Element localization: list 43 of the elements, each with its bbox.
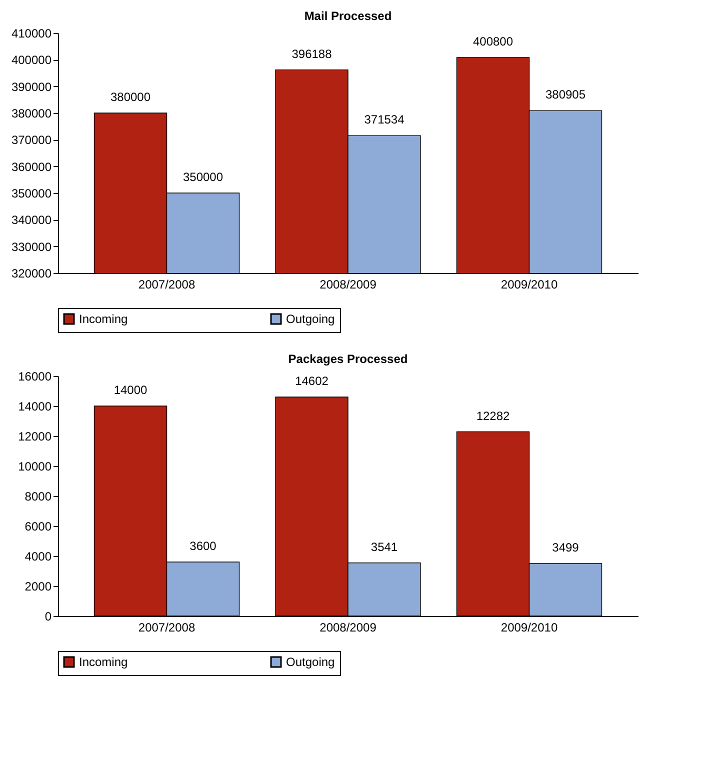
y-tick-label: 0	[44, 610, 52, 624]
data-label: 396188	[292, 46, 332, 61]
y-tick-label: 390000	[11, 80, 52, 94]
y-tick-label: 12000	[18, 430, 52, 444]
y-tick-label: 410000	[11, 26, 52, 40]
y-tick-label: 10000	[18, 460, 52, 474]
x-tick-label: 2008/2009	[320, 620, 377, 634]
y-tick-label: 4000	[24, 550, 52, 564]
y-tick-label: 2000	[24, 580, 52, 594]
x-tick-label: 2009/2010	[500, 620, 558, 634]
y-tick-label: 14000	[18, 400, 52, 414]
y-tick-label: 350000	[11, 186, 52, 200]
y-tick-label: 16000	[18, 370, 52, 384]
y-tick-label: 400000	[11, 53, 52, 68]
x-tick-label: 2007/2008	[138, 278, 196, 292]
x-tick-label: 2009/2010	[500, 278, 558, 292]
x-tick-label: 2008/2009	[320, 278, 377, 292]
data-label: 3499	[552, 540, 580, 555]
legend-label: Incoming	[79, 312, 128, 326]
y-tick-label: 360000	[11, 160, 52, 174]
y-tick-label: 370000	[11, 133, 52, 148]
data-label: 12282	[476, 408, 510, 423]
data-label: 371534	[364, 112, 405, 127]
data-label: 3541	[370, 540, 398, 554]
data-label: 400800	[472, 34, 514, 49]
data-label: 14000	[114, 383, 148, 397]
y-tick-label: 380000	[11, 106, 52, 120]
data-label: 14602	[295, 374, 329, 388]
chart-title: Mail Processed	[304, 9, 392, 23]
legend-label: Outgoing	[286, 312, 335, 326]
y-tick-label: 340000	[11, 213, 52, 228]
chart-title: Packages Processed	[288, 352, 408, 366]
y-tick-label: 6000	[24, 520, 52, 534]
legend-label: Outgoing	[286, 655, 335, 669]
legend-label: Incoming	[79, 655, 128, 669]
y-tick-label: 330000	[11, 240, 52, 254]
data-label: 3600	[190, 539, 217, 553]
y-tick-label: 8000	[24, 490, 52, 504]
data-label: 380905	[545, 88, 586, 102]
y-tick-label: 320000	[11, 266, 52, 280]
data-label: 350000	[182, 170, 224, 184]
data-label: 380000	[110, 90, 151, 104]
x-tick-label: 2007/2008	[138, 620, 196, 634]
